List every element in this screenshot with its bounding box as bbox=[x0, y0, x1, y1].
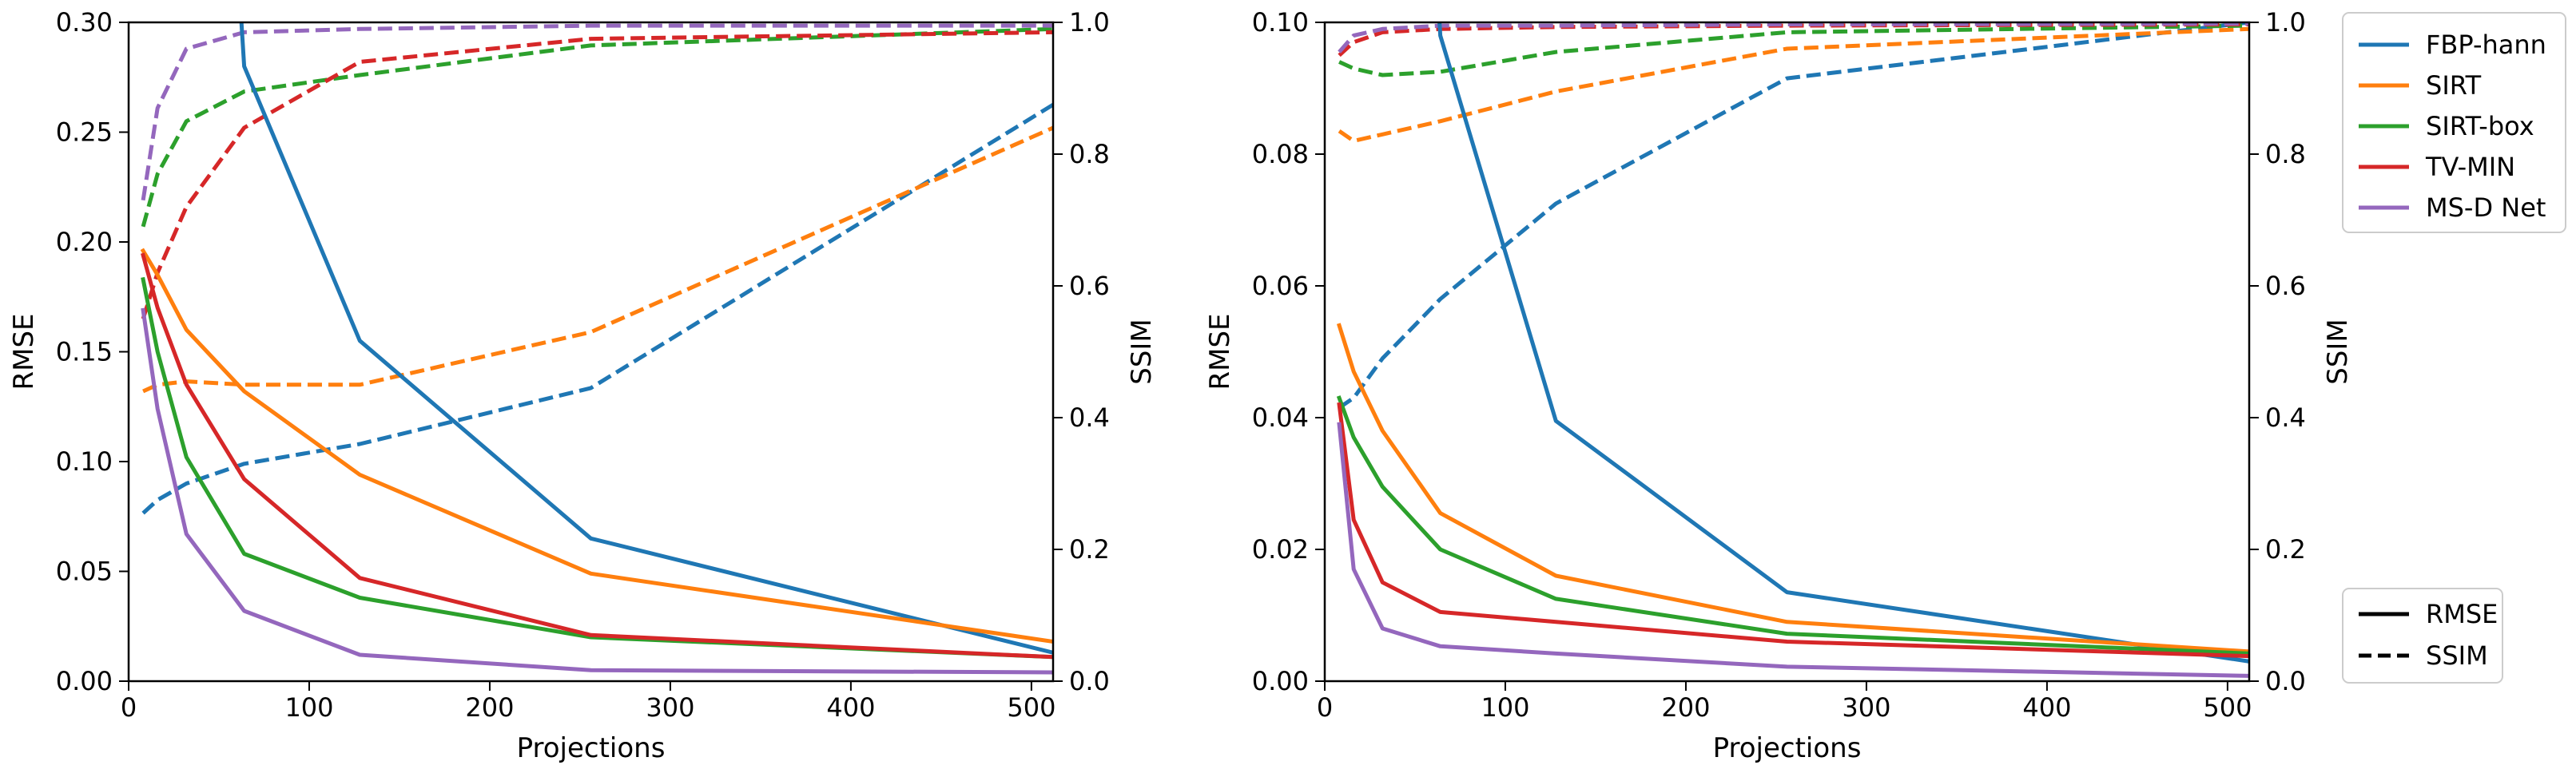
y2-tick-label: 0.4 bbox=[1069, 402, 1110, 433]
ssim-line-fbp-hann bbox=[1338, 22, 2249, 410]
y-tick-label: 0.25 bbox=[56, 117, 113, 148]
ssim-line-tv-min bbox=[141, 30, 1053, 319]
chart-panel-1: 0 100 200 300 400 500 0.00 0.05 0.10 0.15 0.20 0.25… bbox=[8, 7, 1158, 764]
y2-tick-label: 0.6 bbox=[1069, 271, 1110, 301]
x-tick-label: 0 bbox=[121, 692, 137, 723]
y-tick-label: 0.02 bbox=[1252, 534, 1309, 565]
x-tick-label: 200 bbox=[1661, 692, 1710, 723]
rmse-line-tv-min bbox=[1337, 402, 2249, 659]
y-tick-label: 0.20 bbox=[56, 227, 113, 257]
y-tick-label: 0.10 bbox=[1252, 7, 1309, 38]
x-tick-label: 400 bbox=[826, 692, 875, 723]
y-axis-label: RMSE bbox=[8, 313, 40, 390]
axes-frame bbox=[1323, 21, 2251, 683]
x-tick-label: 100 bbox=[284, 692, 333, 723]
plot-area bbox=[140, 22, 1053, 675]
legend-label: FBP-hann bbox=[2426, 30, 2546, 60]
rmse-line-sirt-box bbox=[141, 276, 1053, 660]
y-tick-label: 0.00 bbox=[56, 666, 113, 696]
y-tick-label: 0.10 bbox=[56, 446, 113, 477]
y2-axis-label: SSIM bbox=[2322, 319, 2354, 385]
y-tick-label: 0.04 bbox=[1252, 402, 1309, 433]
rmse-line-ms-d-net bbox=[141, 307, 1053, 675]
rmse-line-fbp-hann bbox=[1437, 22, 2249, 664]
x-tick-label: 300 bbox=[1842, 692, 1890, 723]
rmse-line-ms-d-net bbox=[1337, 422, 2249, 678]
legend-styles: RMSE SSIM bbox=[2342, 588, 2503, 684]
x-tick-label: 300 bbox=[646, 692, 694, 723]
ssim-line-ms-d-net bbox=[141, 23, 1053, 201]
legend-label: SIRT bbox=[2426, 70, 2482, 101]
ssim-line-sirt bbox=[142, 125, 1053, 394]
y-tick-label: 0.00 bbox=[1252, 666, 1309, 696]
x-tick-label: 400 bbox=[2022, 692, 2071, 723]
plot-area bbox=[1336, 22, 2249, 678]
x-tick-label: 0 bbox=[1317, 692, 1333, 723]
rmse-line-tv-min bbox=[141, 252, 1053, 660]
y2-axis-label: SSIM bbox=[1126, 319, 1158, 385]
legend-label: RMSE bbox=[2426, 599, 2498, 629]
y2-tick-label: 0.2 bbox=[1069, 534, 1110, 565]
legend-frame bbox=[2342, 12, 2566, 233]
rmse-line-sirt bbox=[1336, 323, 2249, 654]
legend-methods: FBP-hann SIRT SIRT-box TV-MIN MS-D Net bbox=[2342, 12, 2566, 233]
legend-label: SIRT-box bbox=[2426, 111, 2534, 141]
y-tick-label: 0.30 bbox=[56, 7, 113, 38]
y2-tick-label: 0.6 bbox=[2265, 271, 2306, 301]
y2-tick-label: 0.2 bbox=[2265, 534, 2306, 565]
y2-tick-label: 0.0 bbox=[2265, 666, 2306, 696]
y2-tick-label: 1.0 bbox=[2265, 7, 2306, 38]
y2-tick-label: 0.0 bbox=[1069, 666, 1110, 696]
y2-tick-label: 0.8 bbox=[2265, 139, 2306, 169]
y2-tick-label: 0.4 bbox=[2265, 402, 2306, 433]
legend-label: SSIM bbox=[2426, 640, 2488, 671]
x-tick-label: 200 bbox=[465, 692, 514, 723]
y-tick-label: 0.06 bbox=[1252, 271, 1309, 301]
x-axis-label: Projections bbox=[1713, 732, 1862, 764]
legend-label: MS-D Net bbox=[2426, 192, 2546, 223]
y2-tick-label: 1.0 bbox=[1069, 7, 1110, 38]
x-tick-label: 100 bbox=[1481, 692, 1529, 723]
y-tick-label: 0.05 bbox=[56, 557, 113, 587]
y2-tick-label: 0.8 bbox=[1069, 139, 1110, 169]
x-tick-label: 500 bbox=[2203, 692, 2252, 723]
ssim-line-sirt bbox=[1338, 26, 2249, 143]
chart-panel-2: 0 100 200 300 400 500 0.00 0.02 0.04 0.06 0.08 0.10… bbox=[1204, 7, 2354, 764]
y-tick-label: 0.15 bbox=[56, 337, 113, 367]
ssim-line-sirt-box bbox=[141, 26, 1053, 228]
rmse-line-fbp-hann bbox=[239, 22, 1053, 655]
legend-label: TV-MIN bbox=[2425, 152, 2515, 182]
ssim-line-fbp-hann bbox=[141, 102, 1053, 515]
x-tick-label: 500 bbox=[1007, 692, 1055, 723]
rmse-line-sirt-box bbox=[1336, 395, 2249, 656]
rmse-line-sirt bbox=[140, 248, 1053, 644]
y-axis-label: RMSE bbox=[1204, 313, 1236, 390]
x-axis-label: Projections bbox=[517, 732, 666, 764]
y-tick-label: 0.08 bbox=[1252, 139, 1309, 169]
